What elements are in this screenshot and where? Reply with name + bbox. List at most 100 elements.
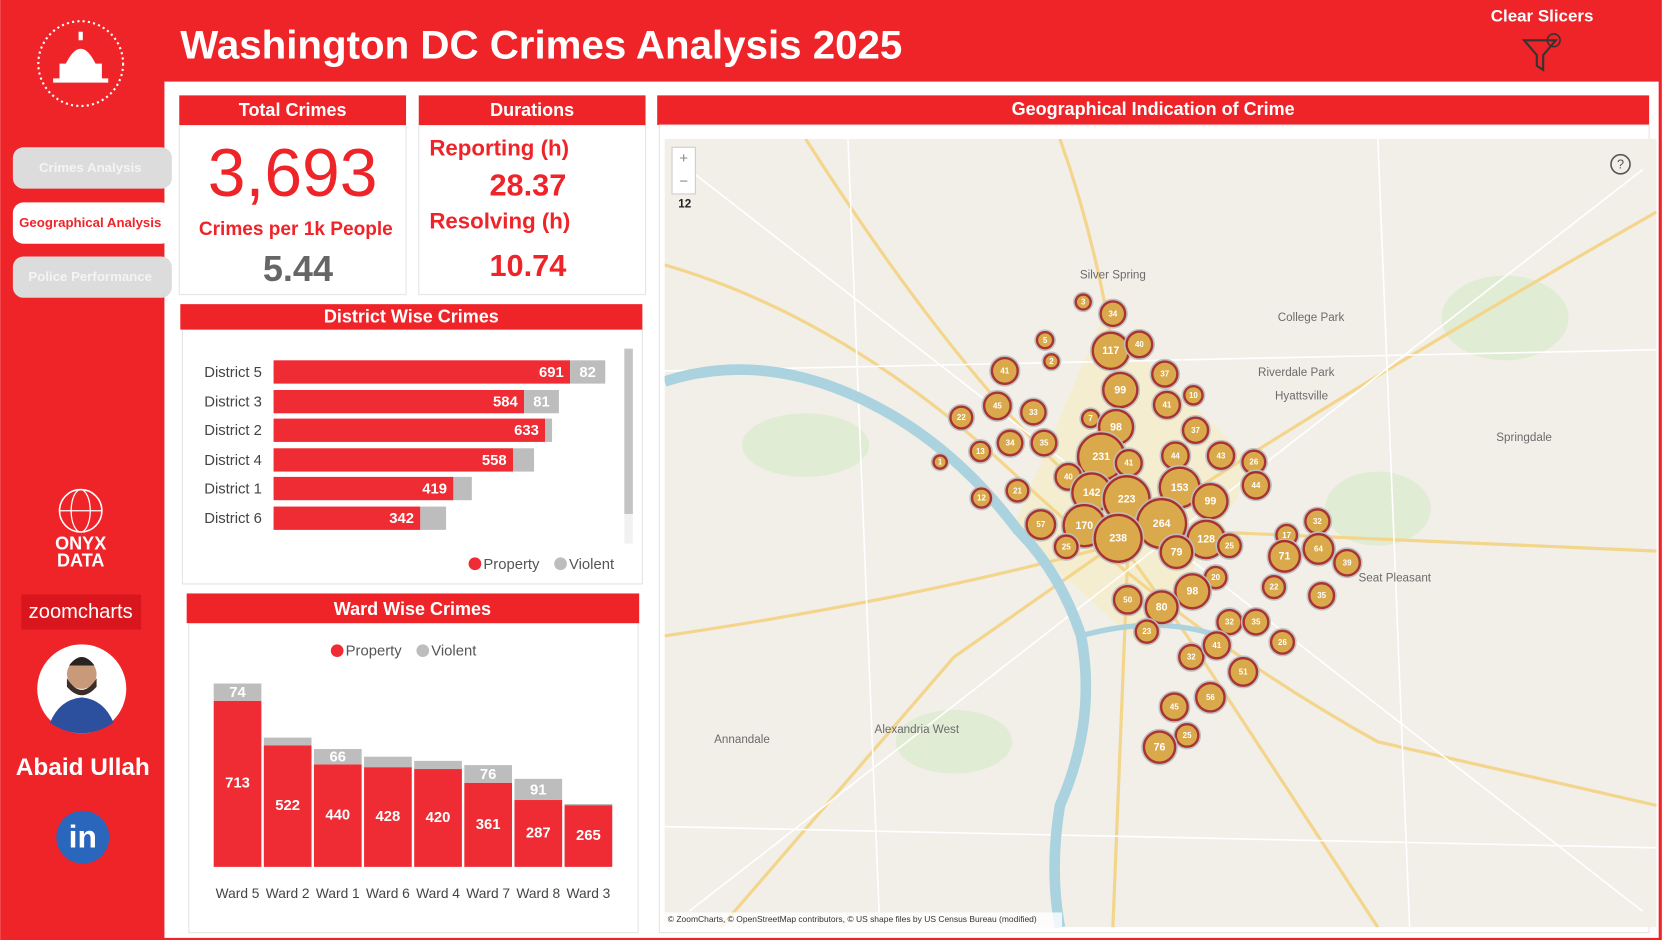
places: Silver Spring College Park Hyattsville Rive… [714, 269, 1552, 746]
cluster-core [1045, 355, 1058, 368]
bar [273, 360, 571, 384]
cluster-core [1243, 451, 1265, 473]
zoom-out[interactable]: − [679, 174, 688, 190]
bar [273, 506, 421, 530]
cluster-label: 57 [1036, 520, 1045, 529]
legend-swatch [416, 644, 430, 658]
cluster-label: 26 [1249, 458, 1258, 467]
cluster-core [1056, 536, 1077, 557]
bar [263, 745, 312, 867]
bar [564, 805, 613, 867]
bar [464, 765, 513, 783]
cluster-label: 34 [1108, 309, 1117, 318]
map[interactable]: Silver Spring College Park Hyattsville Rive… [664, 138, 1657, 928]
cluster-label: 64 [1314, 545, 1323, 554]
cluster-label: 25 [1183, 731, 1192, 740]
place-label: Riverdale Park [1258, 366, 1335, 379]
linkedin-text[interactable]: in [69, 819, 97, 855]
onyx-logo [58, 488, 103, 533]
filter-icon[interactable] [1521, 39, 1559, 72]
brand-top: ONYX [55, 533, 106, 553]
cluster-label: 51 [1239, 668, 1248, 677]
help-text[interactable]: ? [1617, 157, 1624, 172]
cluster-core [1244, 610, 1268, 634]
nav-label[interactable]: Crimes Analysis [39, 160, 142, 175]
clear-slicers[interactable]: Clear Slicers [1491, 6, 1594, 25]
cluster-label: 25 [1225, 541, 1234, 550]
cluster-label: 238 [1109, 533, 1127, 545]
card-header [418, 95, 646, 126]
nav-button[interactable] [12, 147, 172, 189]
cluster-label: 40 [1064, 473, 1073, 482]
cluster-label: 12 [977, 494, 986, 503]
bar [364, 756, 412, 768]
card-title: Total Crimes [239, 100, 347, 120]
cluster-label: 41 [1124, 459, 1133, 468]
kpi-label: Resolving (h) [429, 208, 570, 233]
place-label: College Park [1278, 311, 1345, 324]
card-header [186, 593, 640, 624]
cluster-label: 44 [1252, 481, 1261, 490]
bar [453, 476, 472, 501]
cluster-core [1146, 592, 1177, 622]
card-header [180, 304, 643, 330]
scrollbar-thumb[interactable] [624, 348, 633, 514]
zoom-control [671, 146, 696, 195]
nav-button[interactable] [12, 256, 172, 298]
cluster-core [1079, 434, 1124, 479]
cluster-core [951, 407, 972, 428]
bar [564, 803, 613, 806]
bar [420, 506, 447, 530]
data-label: 584 [493, 395, 518, 411]
place-label: Alexandria West [875, 723, 960, 736]
kpi-value: 28.37 [489, 168, 566, 203]
kpi-card [178, 124, 407, 296]
cluster-core [985, 393, 1010, 418]
cluster-core [1194, 485, 1227, 518]
cluster-core [1310, 584, 1333, 607]
cluster-label: 13 [976, 447, 985, 456]
cluster-label: 117 [1102, 345, 1119, 357]
cluster-core [1022, 401, 1045, 424]
data-label: 342 [389, 511, 414, 527]
kpi-value: 10.74 [489, 248, 566, 283]
cluster-core [1206, 568, 1226, 588]
cluster-label: 39 [1343, 558, 1352, 567]
cluster-core [1163, 443, 1188, 468]
cluster-label: 41 [1212, 641, 1221, 650]
cluster-core [1306, 510, 1329, 533]
cluster-core [1177, 725, 1198, 746]
y-tick-label: District 5 [204, 365, 262, 381]
cluster-label: 32 [1225, 618, 1234, 627]
cluster-core [1304, 535, 1333, 563]
y-tick-label: District 2 [204, 423, 262, 439]
place-label: Silver Spring [1080, 269, 1146, 282]
cluster-core [1161, 468, 1199, 507]
cluster-core [1197, 684, 1224, 711]
cluster-core [1027, 511, 1054, 538]
y-tick-label: District 3 [204, 395, 262, 411]
cluster-core [971, 443, 989, 460]
bar [273, 476, 454, 501]
cluster-core [1093, 333, 1128, 368]
cluster-core [1209, 443, 1233, 468]
nav-button[interactable] [12, 202, 172, 244]
page-title: Washington DC Crimes Analysis 2025 [180, 22, 902, 67]
nav-label[interactable]: Police Performance [28, 269, 152, 284]
nav-label[interactable]: Geographical Analysis [19, 215, 161, 230]
data-label: 633 [514, 423, 539, 439]
cluster-label: 5 [1043, 336, 1048, 345]
author-name: Abaid Ullah [16, 754, 150, 781]
linkedin-icon[interactable] [56, 810, 110, 864]
bar [213, 700, 262, 867]
cluster-label: 99 [1205, 496, 1217, 508]
cluster-label: 44 [1171, 451, 1180, 460]
cluster-label: 71 [1279, 551, 1291, 563]
help-icon[interactable] [1610, 153, 1631, 175]
data-label: 81 [533, 395, 550, 411]
data-label: 419 [422, 482, 447, 498]
cluster-label: 128 [1197, 534, 1215, 546]
zoom-in[interactable]: + [679, 151, 688, 167]
river [664, 364, 1092, 928]
bar [414, 760, 462, 770]
